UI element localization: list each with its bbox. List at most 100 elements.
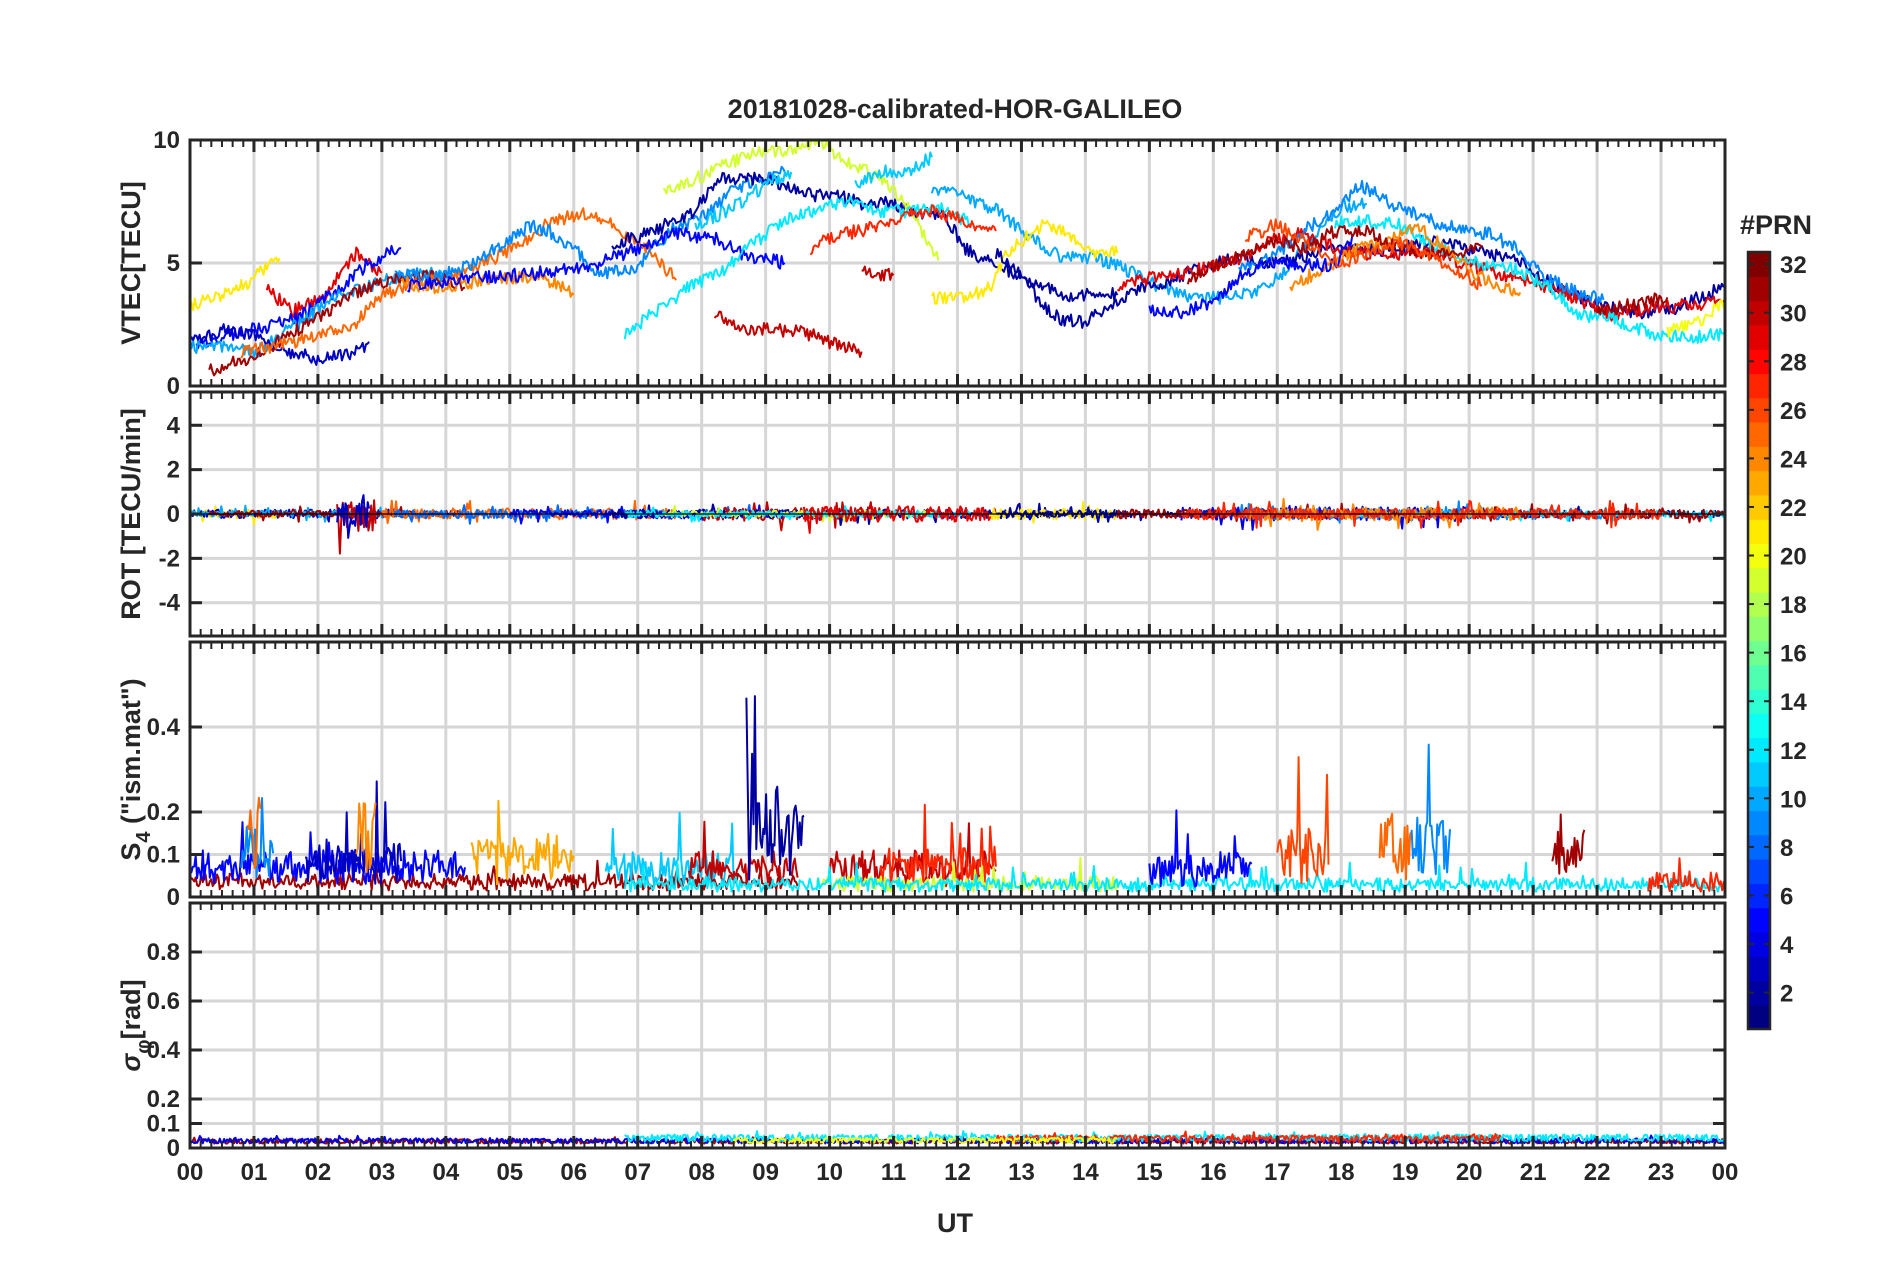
chart-title: 20181028-calibrated-HOR-GALILEO bbox=[728, 94, 1183, 124]
colorbar-segment bbox=[1748, 276, 1770, 302]
colorbar-segment bbox=[1748, 616, 1770, 642]
series-prn-31 bbox=[1596, 292, 1669, 316]
panel-rot-ylabel: ROT [TECU/min] bbox=[116, 408, 146, 619]
panel-sigma: 00.10.2 0.4 0.6 0.8 σφ[rad] bbox=[116, 901, 1727, 1162]
series-prn-19 bbox=[662, 140, 940, 261]
x-tick-label: 05 bbox=[496, 1159, 523, 1186]
series-prn-5 bbox=[190, 821, 466, 885]
series-prn-26 bbox=[1244, 218, 1483, 291]
series-prn-27 bbox=[809, 204, 997, 256]
colorbar-segment bbox=[1748, 761, 1770, 787]
colorbar-segment bbox=[1748, 689, 1770, 714]
x-tick-label: 08 bbox=[688, 1159, 715, 1186]
x-tick-label: 07 bbox=[624, 1159, 651, 1186]
series-prn-24 bbox=[1289, 223, 1522, 297]
panel-rot-y-tick-label: 4 bbox=[167, 412, 181, 439]
x-tick-labels: 00 01 02 03 04 05 06 07 08 09 10 11 12 13 14 15 16 17 18 19… bbox=[177, 1159, 1739, 1186]
colorbar-segment bbox=[1748, 397, 1770, 423]
panel-vtec-y-tick-label: 10 bbox=[153, 127, 180, 154]
colorbar-tick-label: 16 bbox=[1780, 641, 1807, 668]
ylabel-rest: ("ism.mat") bbox=[116, 678, 146, 831]
ylabel-rest: [rad] bbox=[116, 979, 146, 1039]
panel-rot-y-tick-label: -4 bbox=[159, 590, 181, 617]
colorbar-segment bbox=[1748, 859, 1770, 884]
panel-s4-ylabel: S4 ("ism.mat") bbox=[116, 678, 155, 860]
series-prn-11 bbox=[854, 151, 933, 189]
x-tick-label: 00 bbox=[177, 1159, 204, 1186]
colorbar-segment bbox=[1748, 494, 1770, 520]
series-prn-5 bbox=[1148, 234, 1355, 320]
panel-rot-frame bbox=[188, 390, 1727, 638]
colorbar-tick-label: 30 bbox=[1780, 301, 1807, 328]
colorbar-segment bbox=[1748, 324, 1770, 350]
colorbar-segment bbox=[1748, 446, 1770, 472]
x-tick-label: 03 bbox=[369, 1159, 396, 1186]
series-prn-5 bbox=[1148, 809, 1253, 888]
colorbar-segment bbox=[1748, 931, 1770, 957]
colorbar-segment bbox=[1748, 786, 1770, 812]
colorbar-tick-label: 20 bbox=[1780, 544, 1807, 571]
panel-vtec-ylabel: VTEC[TECU] bbox=[116, 181, 146, 345]
colorbar-title: #PRN bbox=[1740, 210, 1812, 240]
series-prn-9 bbox=[1410, 743, 1451, 876]
colorbar-segment bbox=[1748, 883, 1770, 909]
panel-rot-y-tick-label: 0 bbox=[167, 501, 180, 528]
colorbar-segment bbox=[1748, 373, 1770, 399]
colorbar-segment bbox=[1748, 543, 1770, 569]
panel-sigma-y-tick-label: 0.4 bbox=[147, 1037, 181, 1064]
x-tick-label: 10 bbox=[816, 1159, 843, 1186]
colorbar-segment bbox=[1748, 640, 1770, 666]
panel-sigma-ylabel: σφ[rad] bbox=[116, 979, 155, 1071]
series-prn-12 bbox=[623, 195, 971, 340]
ylabel-sub: 4 bbox=[133, 831, 155, 843]
series-prn-24 bbox=[355, 802, 377, 874]
x-tick-label: 20 bbox=[1456, 1159, 1483, 1186]
colorbar-segment bbox=[1748, 980, 1770, 1006]
series-prn-11 bbox=[694, 169, 793, 231]
panel-vtec-y-tick-label: 0 bbox=[167, 373, 180, 400]
colorbar-frame bbox=[1746, 250, 1772, 1031]
series-prn-25 bbox=[246, 796, 262, 869]
colorbar-tick-label: 22 bbox=[1780, 495, 1807, 522]
series-prn-27 bbox=[1180, 499, 1662, 529]
series-prn-2 bbox=[745, 695, 805, 881]
colorbar-tick-label: 4 bbox=[1780, 932, 1794, 959]
colorbar-tick-label: 6 bbox=[1780, 883, 1793, 910]
x-tick-label: 17 bbox=[1264, 1159, 1291, 1186]
colorbar-tick-label: 32 bbox=[1780, 252, 1807, 279]
colorbar-tick-label: 28 bbox=[1780, 349, 1807, 376]
panel-sigma-y-tick-label: 0.1 bbox=[147, 1111, 180, 1138]
panel-rot-y-tick-label: 2 bbox=[167, 457, 180, 484]
colorbar-segment bbox=[1748, 470, 1770, 496]
panel-s4-series bbox=[190, 695, 1725, 893]
x-tick-label: 02 bbox=[305, 1159, 332, 1186]
ylabel-main: σ bbox=[116, 1053, 146, 1072]
panel-vtec-series bbox=[190, 140, 1725, 377]
colorbar-segment bbox=[1748, 907, 1770, 933]
colorbar-segment bbox=[1748, 519, 1770, 544]
panel-sigma-frame bbox=[188, 901, 1727, 1150]
panel-s4-y-tick-label: 0.1 bbox=[147, 842, 180, 869]
panel-sigma-y-tick-label: 0.2 bbox=[147, 1086, 180, 1113]
colorbar-tick-label: 26 bbox=[1780, 398, 1807, 425]
colorbar-segment bbox=[1748, 1004, 1770, 1030]
x-tick-label: 09 bbox=[752, 1159, 779, 1186]
colorbar-tick-label: 14 bbox=[1780, 689, 1807, 716]
panel-rot: -4 -2 0 2 4 ROT [TECU/min] bbox=[116, 390, 1727, 638]
x-tick-label: 16 bbox=[1200, 1159, 1227, 1186]
series-prn-27 bbox=[1647, 857, 1725, 893]
panel-sigma-y-tick-label: 0.6 bbox=[147, 988, 180, 1015]
colorbar-tick-label: 2 bbox=[1780, 981, 1793, 1008]
x-tick-label: 15 bbox=[1136, 1159, 1163, 1186]
series-prn-21 bbox=[931, 219, 1119, 305]
x-tick-label: 22 bbox=[1584, 1159, 1611, 1186]
panel-s4-y-tick-label: 0.2 bbox=[147, 799, 180, 826]
series-prn-23 bbox=[470, 799, 575, 886]
panel-s4-frame bbox=[188, 640, 1727, 899]
colorbar-segment bbox=[1748, 737, 1770, 763]
colorbar-segment bbox=[1748, 591, 1770, 617]
panel-vtec: 0 5 10 VTEC[TECU] bbox=[116, 127, 1727, 400]
